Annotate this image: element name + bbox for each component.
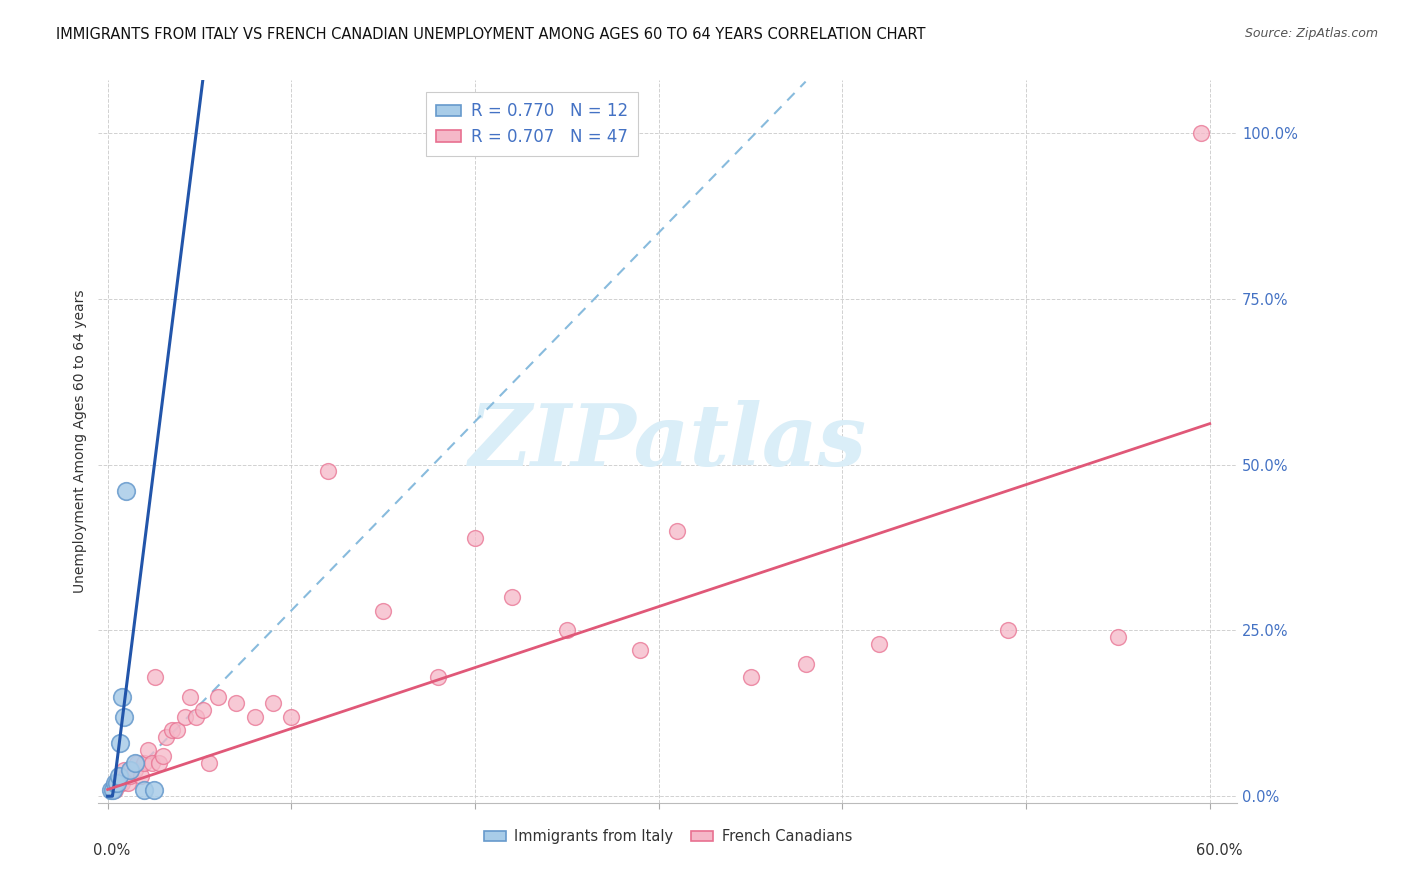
Point	[160, 723, 183, 737]
Point	[152, 749, 174, 764]
Text: IMMIGRANTS FROM ITALY VS FRENCH CANADIAN UNEMPLOYMENT AMONG AGES 60 TO 64 YEARS : IMMIGRANTS FROM ITALY VS FRENCH CANADIAN…	[56, 27, 925, 42]
Point	[197, 756, 219, 770]
Y-axis label: Unemployment Among Ages 60 to 64 years: Unemployment Among Ages 60 to 64 years	[73, 290, 87, 593]
Point	[104, 782, 127, 797]
Point	[155, 730, 177, 744]
Point	[107, 769, 129, 783]
Text: 60.0%: 60.0%	[1197, 843, 1243, 857]
Point	[191, 703, 214, 717]
Point	[124, 763, 146, 777]
Point	[110, 776, 132, 790]
Point	[111, 776, 134, 790]
Text: 0.0%: 0.0%	[93, 843, 129, 857]
Point	[179, 690, 201, 704]
Point	[794, 657, 817, 671]
Point	[243, 709, 266, 723]
Point	[371, 603, 394, 617]
Point	[136, 743, 159, 757]
Point	[105, 776, 128, 790]
Point	[112, 709, 135, 723]
Point	[166, 723, 188, 737]
Point	[262, 697, 284, 711]
Point	[628, 643, 651, 657]
Point	[868, 637, 890, 651]
Point	[117, 776, 139, 790]
Point	[115, 769, 138, 783]
Point	[145, 670, 167, 684]
Point	[173, 709, 195, 723]
Point	[134, 782, 156, 797]
Point	[207, 690, 229, 704]
Point	[141, 756, 163, 770]
Point	[124, 756, 146, 770]
Point	[104, 776, 127, 790]
Point	[997, 624, 1019, 638]
Point	[666, 524, 689, 538]
Point	[1189, 126, 1212, 140]
Point	[129, 769, 152, 783]
Point	[100, 782, 122, 797]
Point	[110, 736, 132, 750]
Point	[111, 690, 134, 704]
Point	[464, 531, 486, 545]
Point	[115, 484, 138, 499]
Point	[134, 756, 156, 770]
Point	[427, 670, 450, 684]
Point	[555, 624, 578, 638]
Point	[184, 709, 207, 723]
Point	[101, 782, 124, 797]
Point	[501, 591, 523, 605]
Point	[148, 756, 170, 770]
Point	[142, 782, 165, 797]
Point	[118, 769, 141, 783]
Point	[280, 709, 302, 723]
Text: ZIPatlas: ZIPatlas	[468, 400, 868, 483]
Text: Source: ZipAtlas.com: Source: ZipAtlas.com	[1244, 27, 1378, 40]
Legend: Immigrants from Italy, French Canadians: Immigrants from Italy, French Canadians	[478, 823, 858, 850]
Point	[740, 670, 762, 684]
Point	[105, 776, 128, 790]
Point	[107, 776, 129, 790]
Point	[316, 464, 339, 478]
Point	[121, 763, 143, 777]
Point	[112, 763, 135, 777]
Point	[118, 763, 141, 777]
Point	[225, 697, 247, 711]
Point	[125, 756, 148, 770]
Point	[101, 782, 124, 797]
Point	[1107, 630, 1129, 644]
